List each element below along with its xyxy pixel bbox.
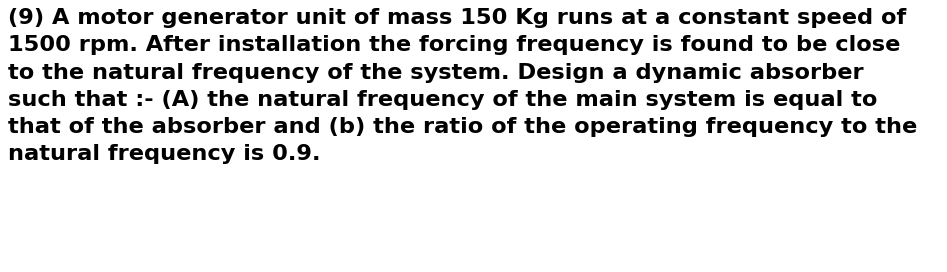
Text: (9) A motor generator unit of mass 150 Kg runs at a constant speed of
1500 rpm. : (9) A motor generator unit of mass 150 K… xyxy=(8,8,917,164)
